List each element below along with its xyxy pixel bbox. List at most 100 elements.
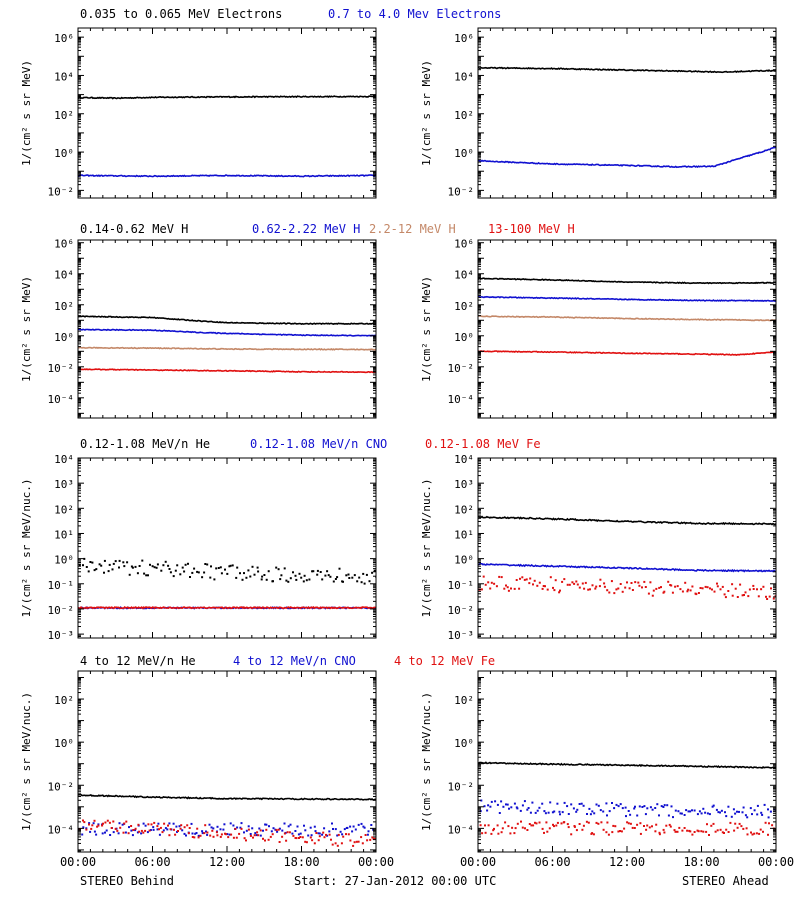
series-point-3 [561,580,564,583]
series-point-3 [482,575,485,578]
y-axis-label: 1/(cm² s sr MeV/nuc.) [420,478,433,617]
series-point-3 [592,833,595,836]
x-tick-label: 18:00 [683,855,719,869]
series-point-2 [753,809,756,812]
series-point-1 [196,570,199,573]
series-point-3 [644,586,647,588]
series-point-3 [691,585,694,588]
series-point-3 [507,825,510,828]
footer-left-label: STEREO Behind [80,874,174,888]
series-point-2 [299,832,302,835]
series-point-3 [340,842,343,845]
series-point-3 [637,581,640,584]
series-point-3 [612,824,615,827]
series-point-3 [203,832,206,835]
series-point-3 [734,587,737,590]
series-point-1 [373,569,376,572]
series-point-3 [138,830,141,833]
series-point-2 [711,805,714,808]
series-point-3 [594,587,597,590]
series-point-3 [686,590,689,593]
series-point-1 [78,564,81,567]
series-point-3 [617,587,620,590]
series-point-2 [544,812,547,815]
series-point-3 [729,821,732,824]
series-point-1 [332,580,335,583]
series-point-3 [647,592,650,595]
series-point-3 [668,823,671,826]
series-point-1 [249,575,252,578]
series-point-1 [338,567,341,570]
series-point-3 [585,820,588,823]
series-point-3 [493,582,496,585]
y-tick-label: 10⁻³ [48,629,75,642]
y-tick-label: 10¹ [54,528,74,541]
series-point-3 [345,833,347,836]
series-point-2 [672,816,674,819]
series-point-3 [498,575,501,578]
series-point-2 [95,833,98,836]
series-point-2 [531,801,534,804]
series-line-3 [478,315,776,322]
series-point-1 [206,563,209,566]
series-point-1 [153,566,156,569]
series-point-3 [598,585,601,588]
series-line-1 [78,95,376,100]
series-point-3 [584,581,587,584]
series-point-2 [599,809,602,812]
series-point-2 [228,833,231,836]
series-point-2 [92,822,95,825]
series-point-3 [555,824,558,827]
series-point-2 [719,811,721,814]
x-tick-label: 00:00 [358,855,394,869]
series-point-3 [619,830,621,832]
series-point-1 [300,576,303,579]
series-point-2 [336,834,339,837]
series-point-3 [645,828,648,831]
series-point-3 [643,825,645,827]
y-tick-label: 10⁴ [454,269,474,282]
series-point-2 [582,804,585,807]
series-point-3 [576,583,579,586]
series-point-2 [349,825,352,828]
series-point-3 [633,827,636,829]
series-point-2 [158,833,161,836]
series-point-2 [172,822,175,825]
plot-frame [77,239,377,419]
series-point-3 [553,825,555,828]
series-point-3 [673,829,676,832]
series-point-3 [511,826,514,829]
y-axis-label: 1/(cm² s sr MeV/nuc.) [20,692,33,831]
series-point-2 [205,830,207,833]
series-point-2 [725,815,728,818]
series-point-2 [534,811,537,814]
series-point-3 [631,826,634,829]
series-point-3 [724,596,727,599]
series-point-3 [119,826,122,829]
series-point-2 [128,826,130,829]
series-point-3 [603,585,606,588]
y-tick-label: 10⁻² [448,185,475,198]
series-point-2 [589,813,592,816]
series-point-3 [503,587,506,590]
series-point-2 [480,799,483,802]
series-point-3 [706,586,709,589]
series-point-3 [323,836,326,839]
series-point-2 [706,812,709,815]
series-point-1 [283,567,286,570]
series-point-3 [528,582,531,585]
series-line-1 [478,66,776,74]
series-point-3 [137,823,140,826]
series-point-2 [223,823,226,826]
series-point-2 [317,832,320,835]
series-point-1 [103,559,106,562]
series-point-3 [772,597,775,600]
series-point-1 [151,565,154,568]
series-point-2 [303,824,305,827]
series-point-1 [108,563,111,566]
series-point-2 [117,832,120,835]
y-tick-label: 10⁴ [454,453,474,466]
y-tick-label: 10¹ [454,528,474,541]
series-point-3 [256,831,259,834]
series-point-2 [615,803,618,806]
